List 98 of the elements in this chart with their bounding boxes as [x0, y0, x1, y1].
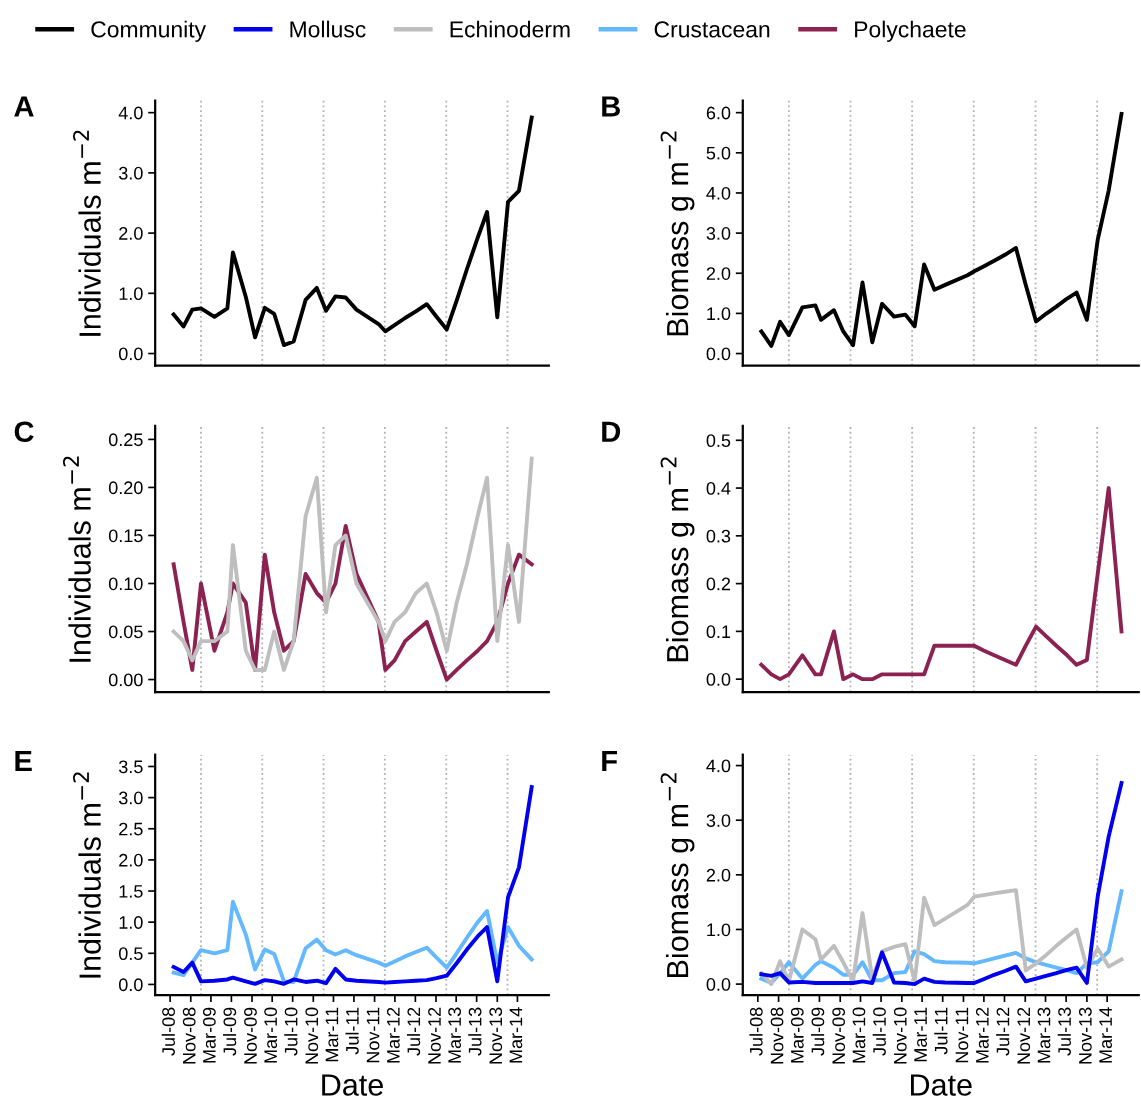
chart-title: B: [602, 96, 620, 117]
y-tick-label: 0.1: [706, 625, 731, 639]
x-tick-label: Jul-08: [749, 1007, 763, 1056]
y-tick-label: 0.15: [108, 529, 143, 543]
x-tick-label: Mar-13: [448, 1007, 462, 1063]
y-tick-label: 2.5: [119, 822, 143, 836]
y-tick-label: 0.25: [108, 433, 143, 447]
y-tick-label: 0.2: [706, 577, 731, 591]
y-tick-label: 3.0: [118, 791, 143, 805]
y-tick-label: 0.5: [706, 434, 731, 448]
x-tick-label: Nov-11: [366, 1007, 380, 1063]
x-tick-label: Jul-11: [934, 1007, 948, 1055]
x-tick-label: Mar-11: [325, 1007, 339, 1062]
x-tick-label: Nov-08: [182, 1007, 196, 1064]
x-tick-label: Jul-12: [406, 1007, 421, 1056]
x-tick-label: Nov-09: [244, 1007, 257, 1064]
line-series: [171, 785, 534, 986]
chart-title: E: [15, 750, 32, 771]
y-axis-title: Individuals m$^{−2}$: [62, 456, 91, 662]
x-tick-label: Nov-12: [428, 1007, 441, 1064]
y-tick-label: 0.3: [706, 529, 731, 543]
y-tick-label: 1.0: [119, 916, 143, 929]
x-tick-label: Jul-12: [996, 1007, 1010, 1056]
legend-label: Crustacean: [654, 21, 770, 38]
line-series: [171, 899, 534, 984]
x-tick-label: Mar-13: [1037, 1007, 1051, 1063]
y-tick-label: 0.0: [118, 347, 143, 361]
line-series: [759, 111, 1124, 348]
x-tick-label: Nov-09: [832, 1007, 846, 1064]
y-tick-label: 3.0: [706, 814, 731, 827]
y-tick-label: 0.5: [118, 947, 143, 961]
y-tick-label: 1.5: [119, 885, 143, 898]
y-tick-label: 2.0: [119, 227, 143, 240]
x-tick-label: Nov-13: [489, 1007, 503, 1064]
chart-title: A: [14, 96, 34, 117]
chart-title: D: [602, 421, 621, 442]
y-tick-label: 4.0: [706, 186, 731, 200]
x-tick-label: Mar-09: [790, 1007, 804, 1063]
y-tick-label: 0.05: [108, 625, 143, 639]
y-tick-label: 0.0: [706, 978, 731, 991]
y-axis-title: Biomass g m$^{−2}$: [660, 457, 695, 662]
y-tick-label: 2.0: [119, 853, 143, 867]
x-tick-label: Mar-14: [1099, 1007, 1112, 1063]
y-tick-label: 2.0: [706, 267, 731, 280]
x-tick-label: Jul-11: [345, 1007, 359, 1055]
y-tick-label: 0.4: [706, 481, 731, 495]
x-tick-label: Nov-10: [893, 1007, 907, 1064]
legend-label: Echinoderm: [450, 20, 570, 38]
line-series: [759, 781, 1124, 987]
x-tick-label: Mar-14: [509, 1007, 523, 1063]
y-tick-label: 3.0: [118, 166, 143, 180]
x-tick-label: Mar-12: [975, 1007, 989, 1063]
x-axis-title: Date: [910, 1074, 972, 1096]
legend-label: Mollusc: [290, 20, 366, 38]
x-tick-label: Mar-10: [852, 1007, 866, 1063]
x-tick-label: Jul-10: [284, 1007, 298, 1056]
chart-title: C: [14, 421, 34, 443]
y-axis-title: Biomass g m$^{−2}$: [660, 773, 695, 977]
y-tick-label: 0.0: [118, 978, 143, 992]
x-tick-label: Nov-11: [955, 1007, 969, 1063]
x-tick-label: Jul-08: [161, 1007, 175, 1056]
y-tick-label: 4.0: [118, 106, 143, 120]
y-tick-label: 2.0: [706, 868, 731, 882]
legend-label: Polychaete: [855, 20, 966, 42]
x-tick-label: Nov-12: [1017, 1007, 1031, 1064]
y-tick-label: 3.5: [118, 760, 143, 774]
y-tick-label: 1.0: [119, 287, 143, 301]
legend-label: Community: [91, 20, 207, 42]
y-tick-label: 0.0: [706, 673, 731, 686]
x-tick-label: Mar-10: [264, 1007, 278, 1063]
x-tick-label: Jul-13: [1057, 1007, 1071, 1056]
y-tick-label: 0.00: [108, 673, 143, 687]
y-axis-title: Individuals m$^{−2}$: [73, 772, 101, 978]
x-axis-title: Date: [322, 1074, 383, 1096]
y-axis-title: Individuals m$^{−2}$: [73, 130, 101, 336]
chart-title: F: [602, 750, 618, 771]
x-tick-label: Jul-09: [811, 1007, 825, 1056]
x-tick-label: Mar-11: [914, 1007, 927, 1062]
line-series: [171, 115, 534, 348]
x-tick-label: Nov-10: [305, 1007, 319, 1064]
x-tick-label: Jul-13: [468, 1007, 482, 1056]
x-tick-label: Jul-10: [872, 1007, 886, 1056]
x-tick-label: Mar-12: [386, 1007, 400, 1063]
y-tick-label: 4.0: [706, 759, 731, 773]
x-tick-label: Jul-09: [222, 1007, 237, 1056]
line-series: [759, 486, 1124, 682]
y-tick-label: 1.0: [707, 923, 731, 937]
y-tick-label: 0.0: [706, 347, 731, 361]
y-axis-title: Biomass g m$^{−2}$: [660, 131, 695, 336]
y-tick-label: 1.0: [707, 307, 731, 321]
y-tick-label: 0.20: [108, 481, 143, 495]
y-tick-label: 3.0: [706, 227, 731, 240]
y-tick-label: 6.0: [706, 106, 731, 120]
x-tick-label: Nov-08: [770, 1007, 784, 1064]
y-tick-label: 5.0: [706, 146, 731, 160]
y-tick-label: 0.10: [108, 577, 143, 591]
x-tick-label: Nov-13: [1078, 1007, 1092, 1064]
x-tick-label: Mar-09: [202, 1007, 216, 1063]
